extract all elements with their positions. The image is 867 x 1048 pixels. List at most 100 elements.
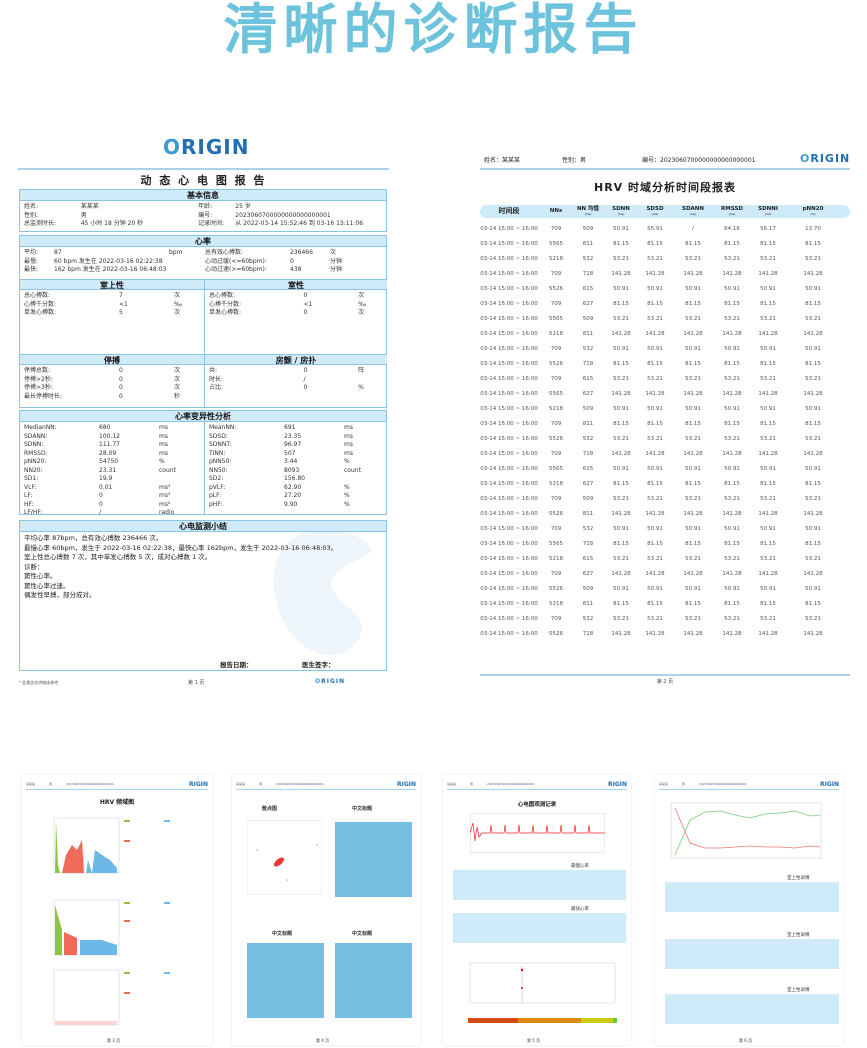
table-cell: 50.91	[613, 526, 629, 532]
hrv-label: SDNNT:	[209, 441, 232, 448]
table-cell: 03-14 15:00 ~ 16:00	[480, 511, 538, 517]
hr-row: 最快: 162 bpm 发生在 2022-03-16 06:48:03 心动过速(>…	[24, 266, 382, 275]
scatter-title: 散点图	[262, 806, 278, 812]
table-title: HRV 时域分析时间段报表	[593, 181, 737, 194]
table-cell: 53.21	[685, 316, 701, 322]
hrv-label: SDSD:	[209, 432, 228, 440]
hr-value: 236466	[290, 249, 313, 256]
table-cell: 709	[550, 346, 562, 352]
thumbnail-page-5[interactable]: 某某某男 2023060700000000000000001 RIGIN 心电图观测…	[443, 775, 631, 1045]
table-cell: 03-14 15:00 ~ 16:00	[480, 616, 538, 622]
table-cell: 53.21	[613, 256, 629, 262]
table-cell: 53.21	[685, 616, 701, 622]
table-cell: 141.28	[722, 271, 742, 277]
column-header[interactable]: NNs	[540, 205, 572, 218]
table-cell: 03-14 15:00 ~ 16:00	[480, 526, 538, 532]
column-header[interactable]: SDANN (ms)	[672, 205, 714, 218]
svpb-label: 室上性早搏	[787, 933, 810, 938]
hrv-row: SDNN: 111.77 ms	[24, 441, 202, 450]
stat-unit: ‰	[358, 300, 367, 308]
stat-unit: 次	[358, 309, 365, 316]
column-header[interactable]: NN 均值 (ms)	[572, 205, 604, 218]
column-header[interactable]: 时间段	[478, 205, 540, 218]
hrv-label: LF:	[24, 492, 33, 499]
table-cell: 64.16	[724, 226, 740, 232]
hrv-label: SD1:	[24, 475, 39, 482]
column-header[interactable]: pNN20 (%)	[786, 205, 840, 218]
hrv-label: MedianNN:	[24, 424, 57, 431]
table-cell: 811	[582, 421, 594, 427]
table-cell: 03-14 15:00 ~ 16:00	[480, 556, 538, 562]
section-title: 心率变异性分析	[20, 411, 386, 422]
table-cell: 03-14 15:00 ~ 16:00	[480, 631, 538, 637]
table-cell: 03-14 15:00 ~ 16:00	[480, 316, 538, 322]
table-cell: 709	[550, 376, 562, 382]
table-cell: 141.28	[758, 571, 778, 577]
stat-label: 单发心搏数:	[24, 309, 57, 316]
table-cell: 709	[550, 271, 562, 277]
column-header[interactable]: SDSD (ms)	[638, 205, 672, 218]
thumbnail-page-4[interactable]: 某某某男 2023060700000000000000001 RIGIN 散点图 中…	[232, 775, 420, 1045]
hr-unit: 分钟	[330, 257, 343, 265]
column-unit: (ms)	[728, 211, 736, 216]
table-cell: 81.15	[647, 361, 663, 367]
info-label: 性别:	[24, 211, 39, 219]
section-title: 基本信息	[20, 190, 386, 201]
column-unit: (%)	[810, 211, 816, 216]
table-cell: 03-14 15:00 ~ 16:00	[480, 376, 538, 382]
table-row: 03-14 15:00 ~ 16:00 5218 615 53.21 53.21 53.2…	[478, 554, 852, 564]
table-cell: 532	[582, 346, 594, 352]
table-cell: 141.28	[803, 511, 823, 517]
info-label: 记录时间:	[198, 220, 225, 227]
thumbnail-page-6[interactable]: 某某某男 2023060700000000000000001 RIGIN 室上性早搏…	[655, 775, 843, 1045]
table-cell: 81.15	[724, 361, 740, 367]
hrv-unit: %	[344, 458, 350, 465]
hrv-row: MedianNN: 680 ms	[24, 424, 202, 433]
summary-line: 室上性总心搏数 7 次，其中单发心搏数 5 次，成对心搏数 1 次。	[24, 553, 212, 561]
table-cell: 81.15	[685, 421, 701, 427]
table-cell: 53.21	[724, 256, 740, 262]
table-cell: 509	[582, 406, 594, 412]
table-cell: 81.15	[724, 301, 740, 307]
table-cell: 5218	[549, 406, 563, 412]
table-cell: 509	[582, 586, 594, 592]
table-cell: 53.21	[647, 256, 663, 262]
table-row: 03-14 15:00 ~ 16:00 5565 615 50.91 50.91 50.9…	[478, 464, 852, 474]
info-row: 总监测时长: 45 小时 18 分钟 20 秒 记录时间: 从 2022-03-14 …	[24, 220, 382, 229]
hrv-value: 156.80	[284, 475, 305, 482]
table-row: 03-14 15:00 ~ 16:00 709 718 141.28 141.28 141…	[478, 449, 852, 459]
column-header[interactable]: SDNN (ms)	[604, 205, 638, 218]
stat-value: 0	[119, 367, 123, 374]
table-cell: 709	[550, 616, 562, 622]
table-cell: 50.91	[647, 466, 663, 472]
table-cell: 141.28	[683, 391, 703, 397]
stat-label: 单发心搏数:	[209, 309, 242, 316]
table-cell: 03-14 15:00 ~ 16:00	[480, 571, 538, 577]
column-header[interactable]: SDNNI (ms)	[750, 205, 786, 218]
table-row: 03-14 15:00 ~ 16:00 709 509 53.21 53.21 53.21…	[478, 494, 852, 504]
column-header[interactable]: RMSSD (ms)	[714, 205, 750, 218]
stat-value: 0	[303, 384, 308, 391]
hrv-row: NN20: 23.31 count	[24, 467, 202, 476]
table-cell: 141.28	[803, 391, 823, 397]
table-cell: 709	[550, 496, 562, 502]
table-cell: 03-14 15:00 ~ 16:00	[480, 541, 538, 547]
table-cell: 141.28	[722, 631, 742, 637]
table-row: 03-14 15:00 ~ 16:00 5565 811 81.15 81.15 81.1…	[478, 239, 852, 249]
table-cell: 53.21	[685, 376, 701, 382]
stat-value: <1	[303, 300, 313, 308]
table-cell: 50.91	[647, 526, 663, 532]
table-cell: 141.28	[803, 571, 823, 577]
table-cell: 03-14 15:00 ~ 16:00	[480, 391, 538, 397]
thumbnail-page-3[interactable]: 某某某男 2023060700000000000000001 RIGIN HRV 频…	[22, 775, 212, 1045]
pause-row: 停搏>3秒: 0 次	[24, 384, 200, 393]
table-row: 03-14 15:00 ~ 16:00 5565 627 141.28 141.28 14…	[478, 389, 852, 399]
summary-line: 平均心率 87bpm，总有效心搏数 236466 次。	[24, 534, 163, 542]
hrv-label: pLF:	[209, 492, 222, 499]
table-cell: 03-14 15:00 ~ 16:00	[480, 271, 538, 277]
table-cell: 81.15	[613, 481, 629, 487]
column-label: SDANN	[682, 205, 704, 212]
stat-unit: 次	[174, 292, 181, 299]
hrv-unit: radio	[159, 509, 175, 516]
table-cell: 50.91	[760, 406, 776, 412]
